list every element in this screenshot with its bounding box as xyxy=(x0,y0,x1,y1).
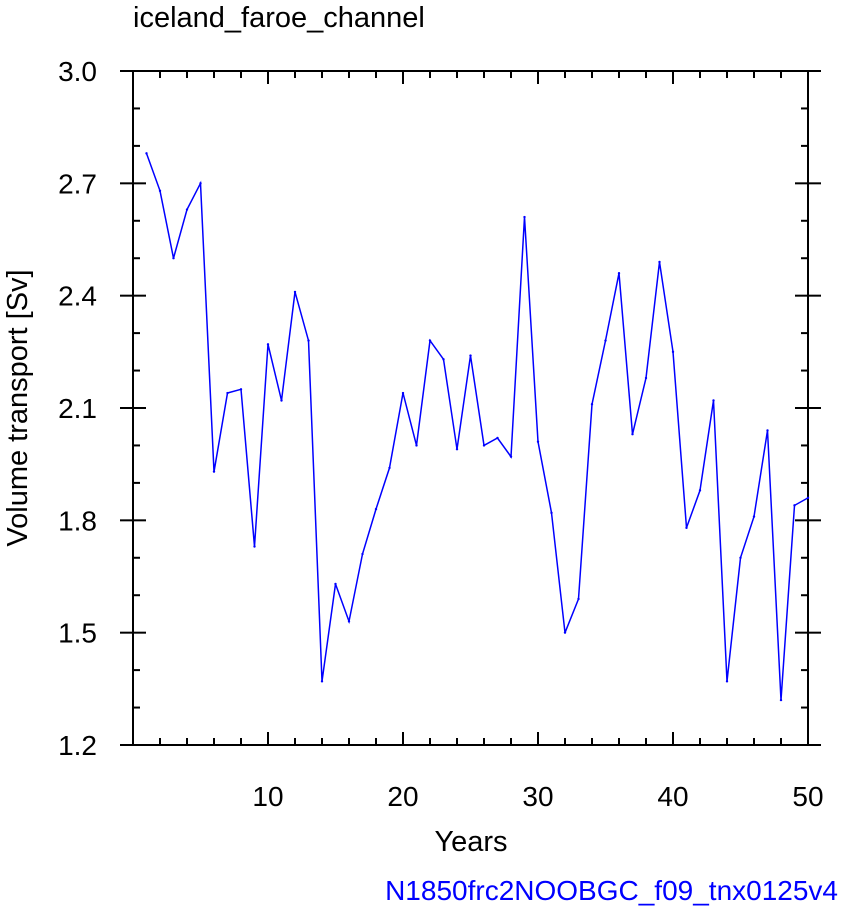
y-tick-labels: 1.2 1.5 1.8 2.1 2.4 2.7 3.0 xyxy=(58,56,97,761)
data-points xyxy=(145,152,810,702)
data-point xyxy=(698,489,702,492)
x-axis-label: Years xyxy=(434,826,507,858)
x-tick-label: 30 xyxy=(522,781,553,812)
data-point xyxy=(266,343,270,346)
series-line xyxy=(145,153,809,701)
axis-ticks xyxy=(120,70,821,746)
x-tick-labels: 10 20 30 40 50 xyxy=(252,781,823,812)
data-point xyxy=(401,391,405,395)
y-tick-label: 1.5 xyxy=(58,618,97,649)
data-point xyxy=(320,680,324,683)
data-point xyxy=(469,354,472,357)
data-point xyxy=(806,496,810,500)
data-point xyxy=(590,403,594,406)
data-point xyxy=(752,515,756,518)
data-point xyxy=(496,436,499,440)
data-point xyxy=(347,620,351,623)
data-point xyxy=(793,504,796,507)
data-point xyxy=(631,433,634,436)
x-tick-label: 50 xyxy=(792,781,823,812)
run-caption: N1850frc2NOOBGC_f09_tnx0125v4 xyxy=(385,875,838,906)
data-point xyxy=(158,189,162,193)
y-tick-label: 2.7 xyxy=(58,168,97,199)
data-point xyxy=(523,215,526,219)
data-point xyxy=(550,511,553,515)
data-point xyxy=(185,208,189,211)
data-point xyxy=(334,582,337,586)
data-point xyxy=(644,376,648,380)
x-tick-label: 40 xyxy=(657,781,688,812)
data-point xyxy=(712,399,715,402)
data-point xyxy=(685,526,688,530)
data-point xyxy=(509,455,513,458)
data-point xyxy=(577,597,580,601)
data-point xyxy=(199,182,202,185)
data-point xyxy=(536,440,540,443)
data-point xyxy=(239,388,243,391)
data-point xyxy=(172,257,175,260)
data-point xyxy=(293,290,297,294)
data-point xyxy=(388,466,391,470)
data-point xyxy=(145,152,148,155)
x-tick-label: 20 xyxy=(387,781,418,812)
data-point xyxy=(779,698,783,702)
data-point xyxy=(563,631,567,634)
data-point xyxy=(671,350,675,354)
data-point xyxy=(374,507,378,511)
data-point xyxy=(226,391,229,395)
data-point xyxy=(307,339,310,342)
data-point xyxy=(482,444,486,447)
data-point xyxy=(455,447,459,451)
y-tick-label: 1.2 xyxy=(58,730,97,761)
y-tick-label: 2.1 xyxy=(58,393,97,424)
data-point xyxy=(280,399,283,402)
chart-title: iceland_faroe_channel xyxy=(133,2,425,34)
y-tick-label: 1.8 xyxy=(58,505,97,536)
data-point xyxy=(658,260,661,264)
data-point xyxy=(442,358,445,361)
data-point xyxy=(604,339,607,342)
y-tick-label: 2.4 xyxy=(58,281,97,312)
data-point xyxy=(212,470,216,473)
data-point xyxy=(415,444,418,447)
y-axis-label: Volume transport [Sv] xyxy=(2,269,34,546)
y-tick-label: 3.0 xyxy=(58,56,97,87)
data-point xyxy=(617,272,621,275)
x-tick-label: 10 xyxy=(252,781,283,812)
data-point xyxy=(725,680,729,683)
data-point xyxy=(428,339,432,342)
plot-frame xyxy=(132,70,809,746)
data-point xyxy=(253,545,256,548)
data-point xyxy=(361,552,364,556)
data-point xyxy=(766,429,769,432)
data-point xyxy=(739,556,742,559)
